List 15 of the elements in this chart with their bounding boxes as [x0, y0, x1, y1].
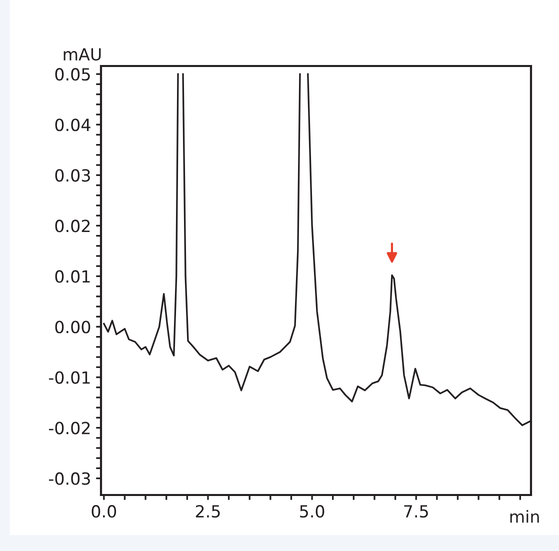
y-axis-title: mAU	[64, 48, 101, 61]
y-tick-label: -0.02	[48, 422, 90, 434]
x-tick-label: 5.0	[300, 505, 324, 518]
x-tick-label: 7.5	[404, 505, 428, 518]
y-tick-label: 0.01	[55, 270, 90, 283]
x-tick-label: 0.0	[92, 505, 116, 518]
y-tick-label: 0.02	[55, 220, 90, 232]
y-tick-label: -0.03	[48, 472, 90, 485]
y-tick-label: 0.00	[55, 320, 90, 334]
x-tick-label: 2.5	[196, 505, 220, 518]
y-tick-label: -0.01	[48, 371, 90, 384]
x-axis-title: min	[510, 510, 539, 523]
y-tick-label: 0.03	[55, 169, 90, 182]
y-tick-label: 0.04	[55, 118, 90, 132]
y-tick-label: 0.05	[55, 68, 90, 81]
